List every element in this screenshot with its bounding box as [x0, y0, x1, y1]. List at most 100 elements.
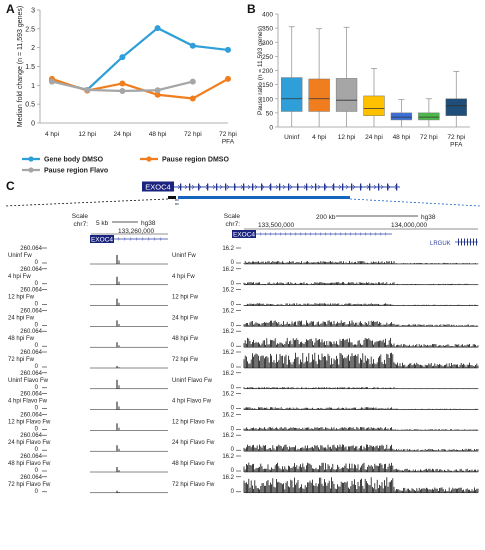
track-ymin: 0	[231, 489, 235, 495]
strand-arrow	[294, 232, 297, 236]
coverage-signal	[243, 462, 479, 472]
zoom-guide	[4, 198, 169, 207]
strand-arrow	[282, 184, 286, 190]
exon	[333, 183, 335, 191]
y-tick-label: 0	[31, 121, 35, 128]
track-ymax: 260.064	[20, 433, 42, 439]
track-ymin: 0	[35, 385, 39, 391]
y-tick-label: 1.5	[25, 64, 35, 71]
y-tick-label: 150	[262, 82, 273, 89]
exon	[207, 183, 209, 191]
strand-arrow	[219, 184, 223, 190]
track-ymin: 0	[35, 406, 39, 412]
scale-bar-label: 5 kb	[96, 220, 109, 227]
panel-label-a: A	[6, 2, 15, 16]
strand-arrow	[275, 184, 279, 190]
exon	[342, 183, 344, 191]
track-ymin: 0	[35, 343, 39, 349]
exon	[473, 238, 474, 246]
coverage-signal	[243, 260, 479, 264]
y-tick-label: 0.5	[25, 102, 35, 109]
exon	[189, 183, 191, 191]
data-point	[49, 78, 55, 85]
track-ymax: 260.064	[20, 267, 42, 273]
strand-arrow	[191, 184, 195, 190]
box	[308, 78, 330, 112]
strand-arrow	[247, 184, 251, 190]
y-tick-label: 300	[262, 40, 273, 47]
coverage-signal	[243, 407, 479, 410]
track-ymax: 260.064	[20, 475, 42, 481]
track-label-right: 72 hpi Flavo Fw	[172, 482, 215, 488]
track-ymax: 16.2	[222, 308, 234, 314]
x-tick-label: 24 hpi	[114, 131, 132, 138]
exon	[461, 238, 462, 246]
exon	[216, 183, 218, 191]
legend-swatch-marker	[28, 167, 34, 173]
box	[363, 95, 385, 116]
strand-arrow	[226, 184, 230, 190]
track-ymax: 260.064	[20, 329, 42, 335]
y-tick-label: 400	[262, 12, 273, 19]
track-label-left: 24 hpi Flavo Fw	[8, 440, 51, 446]
coverage-signal	[243, 303, 479, 306]
x-tick-label: 4 hpi	[45, 131, 59, 138]
track-label-left: Uninf Fw	[8, 253, 32, 259]
track-label-right: 24 hpi Flavo Fw	[172, 440, 215, 446]
strand-arrow	[339, 232, 342, 236]
zoom-region-left	[168, 196, 176, 199]
strand-arrow	[304, 232, 307, 236]
data-point	[154, 87, 161, 94]
data-point	[225, 46, 231, 53]
track-ymin: 0	[35, 489, 39, 495]
track-ymin: 0	[231, 260, 235, 266]
track-ymin: 0	[35, 447, 39, 453]
track-label-left: 48 hpi Fw	[8, 336, 35, 342]
data-point	[154, 91, 161, 98]
strand-arrow	[324, 232, 327, 236]
strand-arrow	[364, 232, 367, 236]
gene-label: EXOC4	[91, 237, 113, 244]
y-axis-label: Pause ratio (n = 11,593 genes)	[257, 26, 264, 115]
strand-arrow	[159, 237, 162, 241]
exon	[270, 183, 272, 191]
x-tick-label: Uninf	[284, 134, 299, 141]
data-point	[84, 86, 91, 93]
x-tick-label: 72 hpi PFA	[447, 134, 465, 149]
track-ymin: 0	[231, 322, 235, 328]
track-ymin: 0	[231, 468, 235, 474]
strand-arrow	[319, 232, 322, 236]
panel-label-b: B	[247, 2, 256, 16]
strand-arrow	[379, 232, 382, 236]
data-point	[154, 25, 161, 32]
gene-name-box	[142, 181, 174, 192]
track-ymin: 0	[231, 447, 235, 453]
data-point	[119, 80, 126, 87]
strand-arrow	[345, 184, 349, 190]
exon	[261, 183, 263, 191]
track-ymin: 0	[231, 302, 235, 308]
x-tick-label: 72 hpi	[420, 134, 438, 141]
strand-arrow	[314, 232, 317, 236]
track-label-right: Uninf Fw	[172, 253, 196, 259]
exon	[351, 183, 353, 191]
gene-name: EXOC4	[145, 183, 170, 192]
track-label-left: 48 hpi Flavo Fw	[8, 461, 51, 467]
strand-arrow	[135, 237, 138, 241]
strand-arrow	[299, 232, 302, 236]
zoom-region-right	[178, 196, 350, 199]
strand-arrow	[359, 232, 362, 236]
box	[445, 98, 467, 116]
exon	[279, 183, 281, 191]
track-ymax: 260.064	[20, 371, 42, 377]
track-ymax: 16.2	[222, 392, 234, 398]
strand-arrow	[344, 232, 347, 236]
track-ymin: 0	[35, 302, 39, 308]
strand-arrow	[384, 232, 387, 236]
exon	[225, 183, 227, 191]
strand-arrow	[212, 184, 216, 190]
data-point	[189, 42, 196, 49]
exon	[387, 183, 389, 191]
strand-arrow	[374, 232, 377, 236]
